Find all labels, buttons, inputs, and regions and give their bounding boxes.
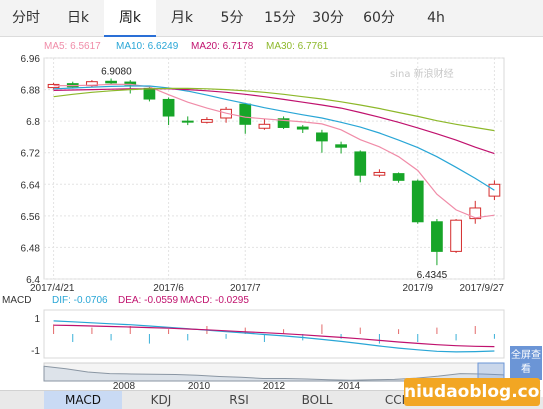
candle-body: [162, 98, 175, 117]
candle-body: [450, 219, 462, 252]
candle-down: [411, 179, 424, 224]
timeline-year-label: 2008: [113, 381, 136, 390]
candle-down: [239, 102, 252, 134]
candle-body: [296, 126, 309, 130]
macd-legend-item: MACD: [2, 295, 31, 306]
timeline-sparkline: [43, 365, 505, 382]
candle-body: [411, 180, 424, 223]
timeline-navigator[interactable]: 20082010201220142016: [0, 361, 510, 390]
candle-body: [239, 103, 252, 125]
candle-down: [316, 129, 328, 153]
indicator-tab-cci[interactable]: CCI: [384, 393, 406, 407]
candle-up: [373, 169, 386, 178]
indicator-tab-kdj[interactable]: KDJ: [150, 393, 172, 407]
y-tick-label: 6.56: [21, 212, 41, 223]
y-tick-label: 6.8: [26, 117, 40, 128]
candle-down: [392, 172, 405, 183]
macd-y-tick: -1: [31, 346, 40, 357]
x-tick-label: 2017/9/27: [460, 283, 505, 292]
candle-body: [181, 120, 194, 123]
blog-watermark: niudaoblog.com: [404, 378, 543, 406]
candle-up: [469, 200, 482, 224]
timeline-year-label: 2010: [188, 381, 211, 390]
ma-legend-item: MA10: 6.6249: [116, 41, 179, 52]
y-tick-label: 6.4: [26, 275, 40, 286]
tab-2[interactable]: 日k: [66, 10, 90, 26]
candle-up: [450, 219, 462, 253]
candle-body: [431, 221, 443, 252]
high-annotation: 6.9080: [101, 67, 132, 78]
tab-5[interactable]: 5分: [220, 10, 244, 26]
candle-body: [488, 183, 501, 197]
ma-legend-item: MA20: 6.7178: [191, 41, 254, 52]
candle-body: [335, 144, 347, 148]
y-tick-label: 6.88: [21, 86, 41, 97]
macd-dif-line: [53, 320, 495, 353]
macd-legend-item: DEA: -0.0559: [118, 295, 178, 306]
x-tick-label: 2017/7: [230, 283, 261, 292]
candle-down: [354, 150, 367, 183]
indicator-tab-macd[interactable]: MACD: [44, 391, 122, 409]
tab-3[interactable]: 周k: [104, 0, 156, 37]
macd-legend-item: DIF: -0.0706: [52, 295, 108, 306]
candle-body: [258, 123, 271, 129]
tab-8[interactable]: 60分: [363, 10, 395, 26]
candle-down: [296, 125, 309, 133]
indicator-tab-rsi[interactable]: RSI: [229, 393, 249, 407]
ma-line-ma10: [53, 85, 495, 191]
candle-up: [488, 180, 501, 201]
candle-down: [335, 141, 347, 154]
macd-legend-item: MACD: -0.0295: [180, 295, 249, 306]
candle-body: [354, 151, 367, 176]
indicator-tab-boll[interactable]: BOLL: [301, 393, 333, 407]
candle-body: [143, 87, 156, 100]
candle-body: [277, 118, 290, 128]
y-tick-label: 6.96: [21, 54, 41, 65]
macd-dea-line: [53, 324, 495, 348]
ma-line-ma30: [53, 87, 495, 132]
candle-body: [373, 171, 386, 176]
candle-body: [316, 132, 328, 142]
ma-legend-item: MA5: 6.5617: [44, 41, 101, 52]
sina-watermark: sina 新浪财经: [390, 67, 454, 80]
tab-7[interactable]: 30分: [312, 10, 344, 26]
ma-line-ma20: [53, 88, 495, 155]
x-tick-label: 2017/9: [402, 283, 433, 292]
low-annotation: 6.4345: [417, 270, 448, 281]
x-tick-label: 2017/6: [153, 283, 184, 292]
fullscreen-button[interactable]: 全屏查看: [510, 346, 542, 380]
tab-6[interactable]: 15分: [264, 10, 296, 26]
period-tab-bar: 分时 日k 周k 月k 5分 15分 30分 60分 4h: [0, 0, 543, 37]
candle-down: [162, 97, 175, 126]
plot-area: [43, 57, 505, 280]
candle-down: [431, 219, 443, 266]
timeline-year-label: 2014: [338, 381, 361, 390]
candle-up: [201, 117, 213, 124]
tab-1[interactable]: 分时: [12, 10, 40, 26]
ma-line-ma5: [53, 83, 495, 219]
timeline-year-label: 2012: [263, 381, 286, 390]
candle-body: [392, 173, 405, 181]
x-tick-label: 2017/4/21: [30, 283, 75, 292]
candle-down: [277, 116, 290, 130]
y-tick-label: 6.48: [21, 243, 41, 254]
y-tick-label: 6.64: [21, 180, 41, 191]
candle-body: [201, 119, 213, 123]
y-tick-label: 6.72: [21, 149, 41, 160]
macd-y-tick: 1: [34, 314, 40, 325]
candle-down: [181, 116, 194, 126]
tab-9[interactable]: 4h: [427, 10, 445, 26]
candle-body: [105, 80, 117, 84]
tab-4[interactable]: 月k: [170, 10, 194, 26]
candle-up: [258, 118, 271, 130]
candle-body: [469, 207, 482, 220]
macd-chart: MACD DIF: -0.0706 DEA: -0.0559 MACD: -0.029…: [2, 295, 505, 359]
ma-legend-item: MA30: 6.7761: [266, 41, 329, 52]
candle-down: [105, 78, 117, 85]
